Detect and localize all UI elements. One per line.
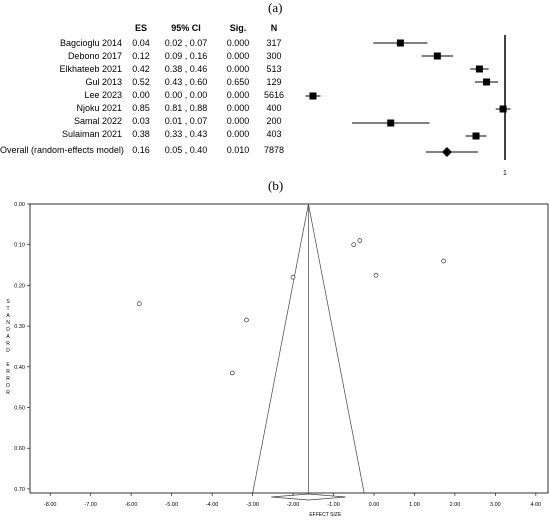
forest-row-study-label: Debono 2017 bbox=[67, 51, 122, 61]
pooled-estimate-diamond bbox=[271, 493, 346, 501]
forest-row-ci-value: 0.81 , 0.88 bbox=[164, 103, 208, 113]
forest-row-n-value: 200 bbox=[266, 116, 282, 126]
forest-row-es-value: 0.38 bbox=[132, 129, 150, 139]
forest-row-sig-value: 0.000 bbox=[226, 51, 250, 61]
x-tick-label: 3.00 bbox=[490, 502, 501, 508]
forest-row-ci-value: 0.38 , 0.46 bbox=[164, 64, 208, 74]
x-tick-label: 1.00 bbox=[409, 502, 420, 508]
forest-row-sig-value: 0.000 bbox=[226, 116, 250, 126]
forest-row-n-value: 129 bbox=[266, 77, 282, 87]
y-tick-label: 0.10 bbox=[14, 243, 25, 249]
study-point bbox=[351, 242, 357, 248]
forest-row-sig-value: 0.000 bbox=[226, 90, 250, 100]
study-point bbox=[290, 274, 296, 280]
y-tick-label: 0.60 bbox=[14, 446, 25, 452]
overall-diamond bbox=[441, 147, 452, 157]
header-sig: Sig. bbox=[229, 23, 247, 33]
panel-a-label: (a) bbox=[268, 0, 283, 15]
forest-row-ci-value: 0.02 , 0.07 bbox=[164, 38, 208, 48]
y-tick-label: 0.30 bbox=[14, 324, 25, 330]
funnel-left-boundary bbox=[252, 203, 309, 494]
forest-row-n-value: 300 bbox=[266, 51, 282, 61]
study-point bbox=[396, 39, 404, 47]
forest-row-study-label: Samal 2022 bbox=[73, 116, 122, 126]
forest-row-sig-value: 0.000 bbox=[226, 64, 250, 74]
study-point bbox=[357, 238, 363, 243]
study-point bbox=[136, 301, 142, 307]
y-tick-label: 0.00 bbox=[14, 202, 25, 208]
funnel-plot: 0.00 0.10 0.20 0.30 0.40 0.50 0.60 0.70 -8.00 -7.… bbox=[6, 202, 549, 518]
forest-row-es-value: 0.52 bbox=[132, 77, 150, 87]
x-axis-label: EFFECT SIZE bbox=[309, 512, 342, 518]
study-point bbox=[387, 119, 395, 127]
forest-tick-label: 1 bbox=[503, 170, 507, 177]
x-tick-label: 2.00 bbox=[450, 502, 461, 508]
forest-row-n-value: 403 bbox=[266, 129, 282, 139]
x-tick-label: -1.00 bbox=[327, 502, 340, 508]
forest-row-ci-value: 0.33 , 0.43 bbox=[164, 129, 208, 139]
forest-row-es-value: 0.04 bbox=[132, 38, 150, 48]
study-point bbox=[433, 52, 441, 60]
study-point bbox=[441, 258, 446, 264]
study-point bbox=[499, 105, 507, 113]
x-tick-label: 0.00 bbox=[369, 502, 380, 508]
forest-row-sig-value: 0.010 bbox=[226, 145, 250, 155]
x-tick-label: -6.00 bbox=[125, 502, 138, 508]
x-tick-label: -7.00 bbox=[84, 502, 97, 508]
forest-row-study-label: Lee 2023 bbox=[84, 90, 122, 100]
forest-row-sig-value: 0.650 bbox=[226, 77, 250, 87]
forest-row-es-value: 0.00 bbox=[132, 90, 150, 100]
study-point bbox=[309, 92, 317, 100]
forest-row-ci-value: 0.09 , 0.16 bbox=[164, 51, 208, 61]
funnel-right-boundary bbox=[308, 203, 365, 494]
header-ci: 95% CI bbox=[171, 23, 201, 33]
y-tick-label: 0.40 bbox=[14, 365, 25, 371]
forest-row-es-value: 0.12 bbox=[132, 51, 150, 61]
study-point bbox=[483, 78, 491, 86]
study-point bbox=[475, 65, 483, 73]
forest-row-es-value: 0.16 bbox=[132, 145, 150, 155]
x-tick-label: 4.00 bbox=[531, 502, 542, 508]
forest-row-study-label: Elkhateeb 2021 bbox=[59, 64, 122, 74]
forest-row-study-label: Sulaiman 2021 bbox=[61, 129, 122, 139]
plot-frame bbox=[29, 203, 549, 494]
forest-row-es-value: 0.03 bbox=[132, 116, 150, 126]
forest-row-sig-value: 0.000 bbox=[226, 103, 250, 113]
forest-row-n-value: 400 bbox=[266, 103, 282, 113]
forest-row-study-label: Njoku 2021 bbox=[76, 103, 122, 113]
forest-row-es-value: 0.85 bbox=[132, 103, 150, 113]
forest-row-n-value: 7878 bbox=[263, 145, 285, 155]
panel-b-label: (b) bbox=[268, 178, 284, 193]
y-tick-label: 0.50 bbox=[14, 406, 25, 412]
forest-row-ci-value: 0.00 , 0.00 bbox=[164, 90, 208, 100]
forest-row-study-label: Gul 2013 bbox=[85, 77, 122, 87]
forest-row-n-value: 317 bbox=[266, 38, 282, 48]
study-point bbox=[373, 272, 379, 278]
forest-row-study-label: Bagcioglu 2014 bbox=[59, 38, 122, 48]
forest-table: ES 95% CI Sig. N Bagcioglu 2014 0.04 0.02 … bbox=[0, 0, 550, 170]
study-point bbox=[244, 317, 249, 323]
x-tick-label: -3.00 bbox=[246, 502, 259, 508]
x-tick-label: -2.00 bbox=[287, 502, 300, 508]
forest-row-sig-value: 0.000 bbox=[226, 38, 250, 48]
x-tick-label: -5.00 bbox=[165, 502, 178, 508]
forest-row-sig-value: 0.000 bbox=[226, 129, 250, 139]
forest-row-es-value: 0.42 bbox=[132, 64, 150, 74]
forest-row-ci-value: 0.01 , 0.07 bbox=[164, 116, 208, 126]
x-tick-label: -4.00 bbox=[206, 502, 219, 508]
y-tick-label: 0.20 bbox=[14, 283, 25, 289]
y-tick-label: 0.70 bbox=[14, 487, 25, 493]
study-point bbox=[229, 370, 235, 376]
x-tick-label: -8.00 bbox=[44, 502, 57, 508]
forest-row-ci-value: 0.05 , 0.40 bbox=[164, 145, 208, 155]
forest-plot: 1 bbox=[305, 35, 511, 177]
forest-row-n-value: 5616 bbox=[263, 90, 285, 100]
forest-row-n-value: 513 bbox=[266, 64, 282, 74]
forest-row-ci-value: 0.43 , 0.60 bbox=[164, 77, 208, 87]
header-n: N bbox=[270, 23, 278, 33]
study-point bbox=[472, 132, 480, 140]
forest-row-study-label: Overall (random-effects model) bbox=[0, 145, 124, 155]
header-es: ES bbox=[134, 23, 147, 33]
